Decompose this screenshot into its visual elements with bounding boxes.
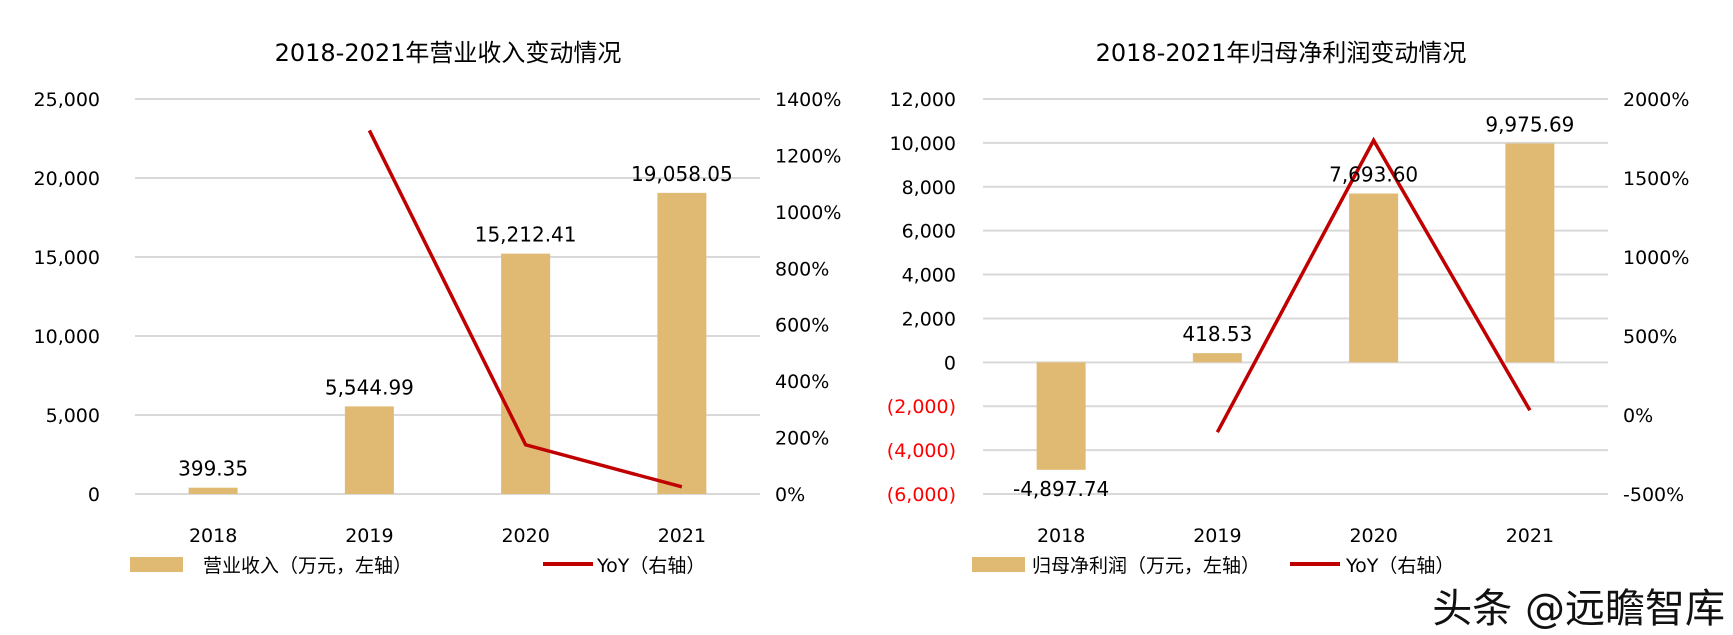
- left-axis-tick-label: 15,000: [34, 247, 100, 269]
- bar-2018: [189, 488, 238, 494]
- bar-2021: [657, 193, 706, 494]
- legend-bar-swatch: [130, 557, 183, 572]
- right-axis-tick-label: 800%: [775, 258, 829, 280]
- left-axis-tick-label: 2,000: [902, 308, 956, 330]
- legend-bar-swatch: [972, 557, 1025, 572]
- data-label: 9,975.69: [1485, 112, 1574, 136]
- x-axis-label: 2020: [1349, 525, 1397, 547]
- right-axis-tick-label: 400%: [775, 371, 829, 393]
- left-axis-tick-label: 12,000: [890, 89, 956, 111]
- x-axis-label: 2018: [189, 525, 237, 547]
- left-axis-tick-label: 8,000: [902, 177, 956, 199]
- left-axis-tick-label: 4,000: [902, 265, 956, 287]
- data-label: 19,058.05: [631, 162, 733, 186]
- left-axis-tick-label: (2,000): [887, 396, 956, 418]
- left-axis-tick-label: 10,000: [34, 326, 100, 348]
- left-axis-tick-label: 10,000: [890, 133, 956, 155]
- x-axis-label: 2020: [501, 525, 549, 547]
- x-axis-label: 2019: [345, 525, 393, 547]
- legend-line-label: YoY（右轴）: [1345, 555, 1454, 577]
- right-axis-tick-label: 1000%: [775, 202, 841, 224]
- right-axis-tick-label: 500%: [1623, 326, 1677, 348]
- bar-2021: [1505, 143, 1554, 362]
- legend-bar-label: 归母净利润（万元，左轴）: [1032, 555, 1260, 577]
- right-axis-tick-label: 2000%: [1623, 89, 1689, 111]
- left-axis-tick-label: 0: [944, 352, 956, 374]
- right-axis-tick-label: 1500%: [1623, 168, 1689, 190]
- bar-2018: [1037, 362, 1086, 469]
- bar-2019: [1193, 353, 1242, 362]
- x-axis-label: 2021: [1506, 525, 1554, 547]
- x-axis-label: 2019: [1193, 525, 1241, 547]
- x-axis-label: 2021: [658, 525, 706, 547]
- right-axis-tick-label: 200%: [775, 428, 829, 450]
- legend-bar-label: 营业收入（万元，左轴）: [203, 555, 412, 577]
- data-label: 15,212.41: [475, 223, 577, 247]
- chart-title: 2018-2021年归母净利润变动情况: [1096, 39, 1467, 67]
- right-axis-tick-label: 0%: [1623, 405, 1653, 427]
- right-axis-tick-label: 1200%: [775, 145, 841, 167]
- left-axis-tick-label: 5,000: [46, 405, 100, 427]
- watermark: 头条 @远瞻智库: [1432, 586, 1725, 631]
- left-axis-tick-label: 25,000: [34, 89, 100, 111]
- left-axis-tick-label: (6,000): [887, 484, 956, 506]
- legend-line-label: YoY（右轴）: [596, 555, 705, 577]
- data-label: 399.35: [178, 457, 248, 481]
- left-axis-tick-label: 20,000: [34, 168, 100, 190]
- bar-2020: [1349, 194, 1398, 363]
- bar-2020: [501, 254, 550, 494]
- left-axis-tick-label: 6,000: [902, 221, 956, 243]
- right-axis-tick-label: 1000%: [1623, 247, 1689, 269]
- chart-title: 2018-2021年营业收入变动情况: [275, 39, 622, 67]
- data-label: 5,544.99: [325, 375, 414, 399]
- data-label: -4,897.74: [1013, 477, 1109, 501]
- left-axis-tick-label: (4,000): [887, 440, 956, 462]
- bar-2019: [345, 406, 394, 494]
- right-axis-tick-label: 600%: [775, 315, 829, 337]
- right-axis-tick-label: -500%: [1623, 484, 1684, 506]
- data-label: 418.53: [1182, 322, 1252, 346]
- x-axis-label: 2018: [1037, 525, 1085, 547]
- right-axis-tick-label: 1400%: [775, 89, 841, 111]
- data-label: 7,693.60: [1329, 163, 1418, 187]
- right-axis-tick-label: 0%: [775, 484, 805, 506]
- left-axis-tick-label: 0: [88, 484, 100, 506]
